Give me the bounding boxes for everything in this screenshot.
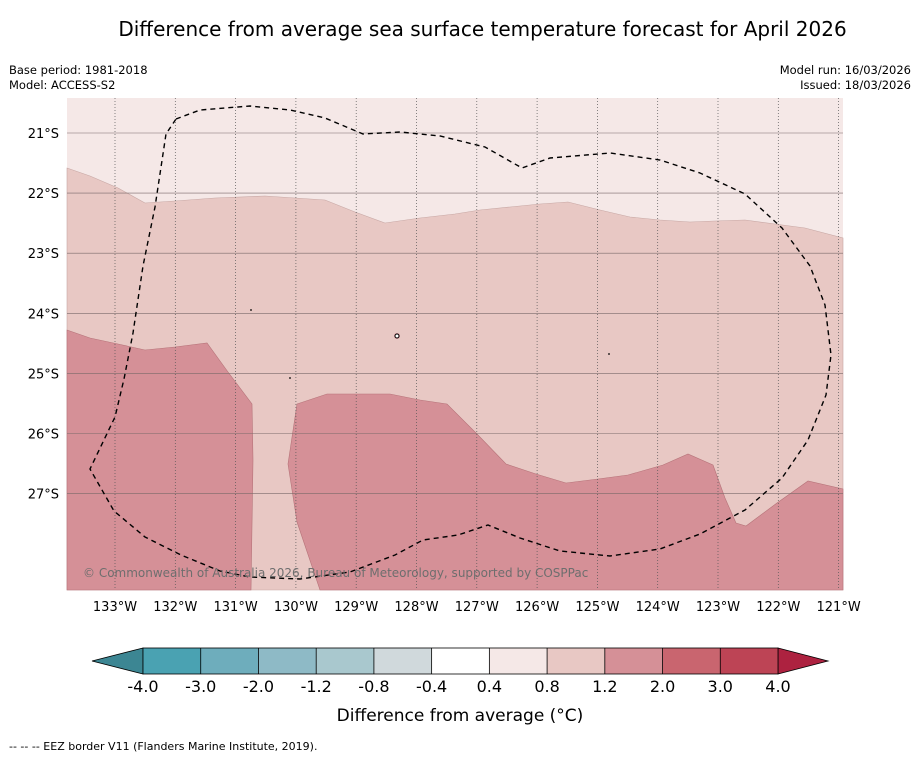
longitude-label: 131°W (214, 600, 258, 615)
longitude-label: 133°W (93, 600, 137, 615)
longitude-label: 121°W (817, 600, 861, 615)
island-marker (608, 353, 610, 355)
colorbar-swatch (547, 648, 605, 674)
metadata-right: Model run: 16/03/2026 Issued: 18/03/2026 (780, 63, 911, 93)
colorbar-swatch (143, 648, 201, 674)
model-run: Model run: 16/03/2026 (779, 63, 911, 77)
colorbar-swatch (200, 648, 259, 674)
colorbar-tick-label: 2.0 (650, 677, 675, 696)
colorbar-swatch (431, 648, 490, 674)
longitude-label: 123°W (696, 600, 740, 615)
colorbar-swatch (489, 648, 548, 674)
anomaly-band-dark (66, 329, 254, 591)
colorbar-tick-label: 4.0 (765, 677, 790, 696)
colorbar: -4.0 -3.0 -2.0 -1.2 -0.8 -0.4 0.4 0.8 1.2 2.0 3.0 4… (91, 647, 830, 696)
colorbar-extend-low (91, 647, 144, 675)
longitude-label: 124°W (636, 600, 680, 615)
longitude-label: 129°W (334, 600, 378, 615)
colorbar-tick-label: 0.4 (477, 677, 502, 696)
latitude-label: 27°S (28, 488, 59, 503)
longitude-label: 127°W (455, 600, 499, 615)
islands (250, 309, 610, 379)
colorbar-tick-label: -0.8 (358, 677, 389, 696)
map-figure: © Commonwealth of Australia 2026, Bureau… (28, 98, 861, 726)
longitude-label: 128°W (394, 600, 438, 615)
latitude-label: 21°S (28, 127, 59, 142)
metadata-left: Base period: 1981-2018 Model: ACCESS-S2 (9, 63, 148, 93)
model-name: Model: ACCESS-S2 (9, 78, 116, 92)
colorbar-swatch (258, 648, 317, 674)
issued-date: Issued: 18/03/2026 (800, 78, 911, 92)
longitude-label: 130°W (274, 600, 318, 615)
copyright-notice: © Commonwealth of Australia 2026, Bureau… (83, 566, 588, 580)
latitude-label: 25°S (28, 367, 59, 382)
colorbar-tick-label: -1.2 (301, 677, 332, 696)
colorbar-tick-label: 0.8 (534, 677, 559, 696)
latitude-label: 26°S (28, 428, 59, 443)
colorbar-title: Difference from average (°C) (337, 706, 584, 726)
longitude-label: 125°W (575, 600, 619, 615)
colorbar-swatch (373, 648, 432, 674)
latitude-labels: 21°S 22°S 23°S 24°S 25°S 26°S 27°S (28, 127, 59, 503)
island-marker (250, 309, 252, 311)
colorbar-tick-label: -2.0 (243, 677, 274, 696)
colorbar-swatch (662, 648, 721, 674)
base-period: Base period: 1981-2018 (9, 63, 148, 77)
longitude-label: 132°W (153, 600, 197, 615)
island-marker (394, 333, 400, 339)
island-marker (289, 377, 291, 379)
longitude-label: 122°W (756, 600, 800, 615)
colorbar-tick-label: -4.0 (127, 677, 158, 696)
colorbar-tick-label: -0.4 (416, 677, 447, 696)
colorbar-frame (142, 647, 779, 675)
eez-legend-note: -- -- -- EEZ border V11 (Flanders Marine… (9, 740, 318, 753)
longitude-labels: 133°W 132°W 131°W 130°W 129°W 128°W 127°W 126°W… (93, 600, 861, 615)
latitude-label: 23°S (28, 247, 59, 262)
colorbar-tick-label: 1.2 (592, 677, 617, 696)
map-title: Difference from average sea surface temp… (118, 17, 847, 41)
colorbar-swatch (720, 648, 778, 674)
colorbar-swatch (316, 648, 374, 674)
longitude-label: 126°W (515, 600, 559, 615)
eez-border (89, 105, 832, 580)
latitude-label: 24°S (28, 307, 59, 322)
latitude-label: 22°S (28, 187, 59, 202)
anomaly-band-dark (287, 393, 844, 591)
colorbar-tick-label: -3.0 (185, 677, 216, 696)
graticule (67, 98, 843, 590)
map-area (66, 98, 844, 591)
colorbar-tick-label: 3.0 (708, 677, 733, 696)
colorbar-swatch (604, 648, 663, 674)
colorbar-extend-high (777, 647, 830, 675)
